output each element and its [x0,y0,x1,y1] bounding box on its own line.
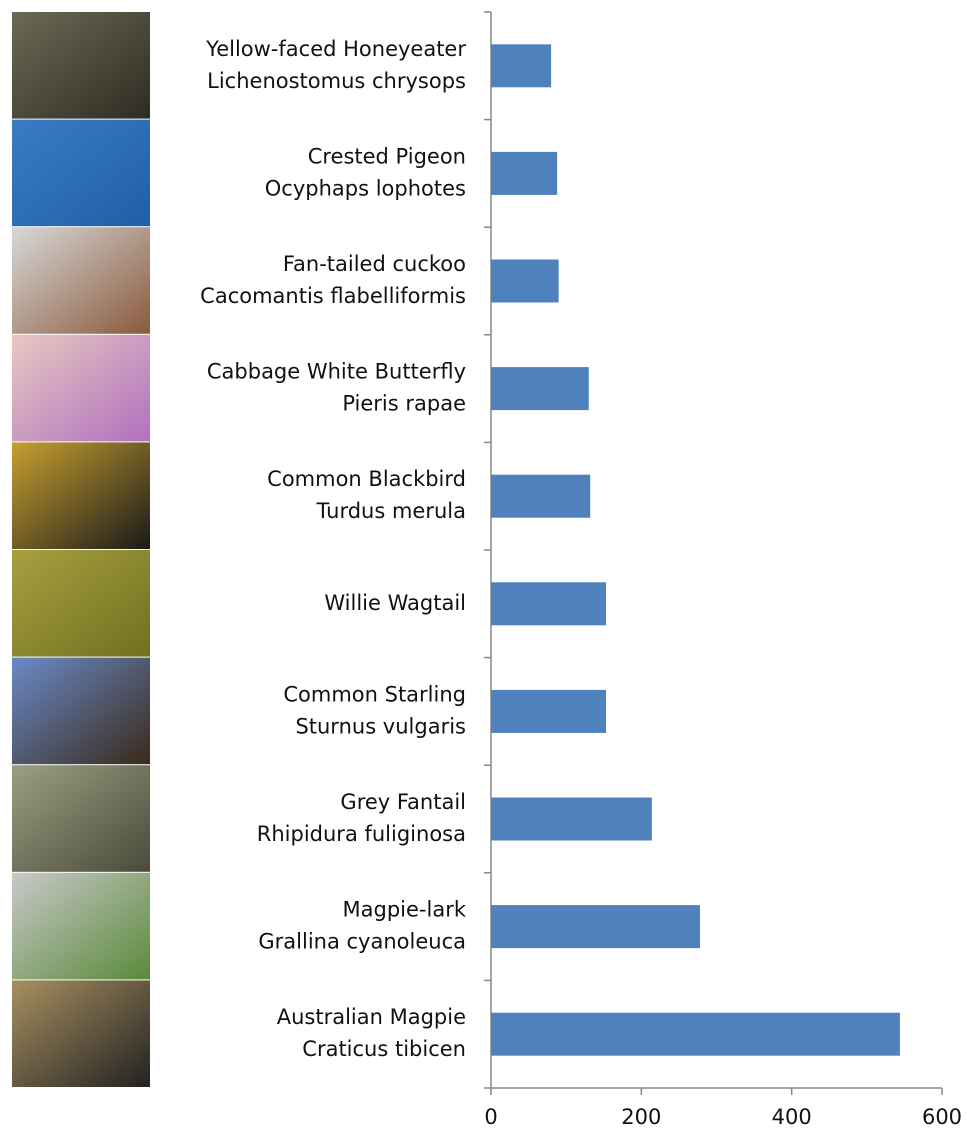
bar [491,44,552,88]
category-label: Grey Fantail [340,790,466,814]
species-photo [12,12,150,119]
category-label: Magpie-lark [343,898,467,922]
scientific-name: Grallina cyanoleuca [258,930,466,954]
species-photo [12,980,150,1087]
x-tick-label: 0 [484,1105,497,1129]
x-tick-label: 200 [621,1105,661,1129]
x-tick-label: 600 [922,1105,962,1129]
bar [491,151,558,195]
category-label: Common Starling [283,682,466,706]
category-label: Crested Pigeon [308,144,466,168]
scientific-name: Cacomantis flabelliformis [200,284,466,308]
species-photo [12,119,150,227]
species-photo [12,872,150,980]
scientific-name: Craticus tibicen [302,1037,466,1061]
scientific-name: Turdus merula [316,499,467,523]
bar [491,689,607,733]
category-label: Willie Wagtail [324,591,466,615]
scientific-name: Sturnus vulgaris [295,714,466,738]
species-photo [12,765,150,872]
species-photo [12,227,150,334]
category-label: Common Blackbird [267,467,466,491]
scientific-name: Lichenostomus chrysops [207,69,466,93]
scientific-name: Rhipidura fuliginosa [257,822,466,846]
scientific-name: Ocyphaps lophotes [265,176,466,200]
bar [491,582,607,626]
species-photo [12,334,150,442]
category-label: Fan-tailed cuckoo [283,252,466,276]
bar [491,367,589,411]
bar [491,474,591,518]
category-label: Cabbage White Butterfly [207,360,466,384]
species-photo [12,657,150,765]
x-tick-label: 400 [772,1105,812,1129]
species-photo [12,550,150,657]
scientific-name: Pieris rapae [342,392,466,416]
bar [491,905,700,949]
bar [491,1012,900,1056]
bar [491,797,652,841]
bar [491,259,559,303]
category-label: Yellow-faced Honeyeater [205,37,466,61]
category-label: Australian Magpie [277,1005,466,1029]
species-photo [12,442,150,549]
